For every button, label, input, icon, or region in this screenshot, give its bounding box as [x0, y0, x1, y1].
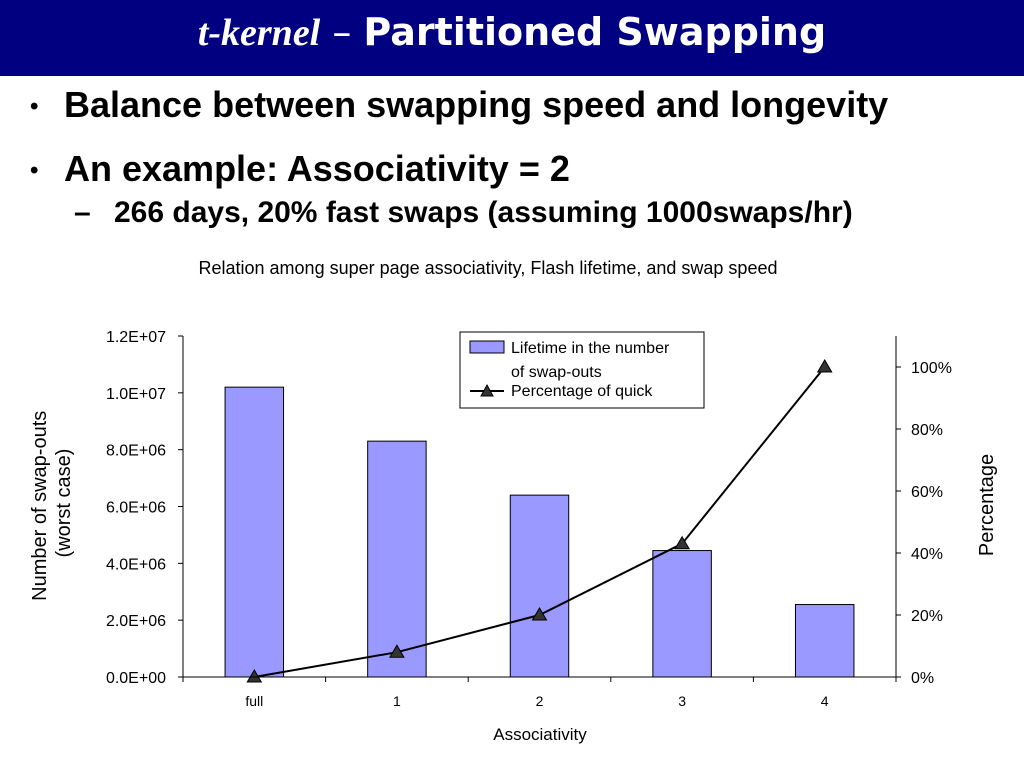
y-axis-label-line1: Number of swap-outs [29, 411, 51, 601]
line-point [531, 607, 548, 621]
y2-tick-label: 20% [911, 608, 943, 625]
x-tick-label: 4 [821, 693, 829, 709]
y2-axis-label: Percentage [976, 454, 998, 556]
x-axis-label: Associativity [493, 725, 587, 744]
title-dash: – [320, 10, 364, 54]
y-axis-label: Number of swap-outs (worst case) [29, 405, 75, 601]
title-italic: t-kernel [197, 12, 321, 54]
x-tick-label: 3 [678, 693, 686, 709]
x-tick-label: 2 [536, 693, 544, 709]
line-point [816, 359, 833, 373]
bullet-text: 266 days, 20% fast swaps (assuming 1000s… [114, 196, 853, 229]
bullet-2: • An example: Associativity = 2 [30, 148, 570, 190]
bar [509, 494, 570, 678]
bullet-mark: • [30, 93, 39, 121]
x-tick-label: full [245, 693, 263, 709]
legend-triangle-marker [480, 383, 494, 397]
y-tick-label: 2.0E+06 [106, 613, 166, 630]
line-series [246, 359, 833, 683]
sub-bullet-1: –266 days, 20% fast swaps (assuming 1000… [74, 196, 853, 230]
dash-mark: – [74, 196, 91, 229]
y2-tick-label: 40% [911, 546, 943, 563]
slide-title: t-kernel – Partitioned Swapping [0, 10, 1024, 55]
bullet-text: An example: Associativity = 2 [64, 148, 570, 189]
y2-tick-label: 0% [911, 670, 934, 687]
y-tick-label: 8.0E+06 [106, 443, 166, 460]
bar-series [224, 386, 855, 678]
x-axis: full 1 2 3 4 [182, 677, 897, 709]
y-axis-label-line2: (worst case) [53, 449, 75, 558]
y-tick-label: 0.0E+00 [106, 670, 166, 687]
legend-bar-label-2: of swap-outs [511, 364, 602, 381]
bar [652, 550, 712, 678]
bullet-mark: • [30, 157, 39, 185]
bullet-text: Balance between swapping speed and longe… [64, 84, 889, 125]
title-rest: Partitioned Swapping [363, 10, 827, 54]
line-point [246, 669, 263, 683]
right-axis: 0% 20% 40% 60% 80% 100% [896, 360, 952, 687]
y2-tick-label: 80% [911, 422, 943, 439]
y-tick-label: 6.0E+06 [106, 500, 166, 517]
bar [224, 386, 285, 678]
line-point [389, 644, 405, 658]
legend: Lifetime in the number of swap-outs Perc… [459, 331, 705, 409]
left-axis: 0.0E+00 2.0E+06 4.0E+06 6.0E+06 8.0E+06 1.0E+… [106, 329, 183, 687]
bar [367, 440, 427, 678]
bullet-1: • Balance between swapping speed and long… [30, 84, 888, 126]
y2-tick-label: 100% [911, 360, 952, 377]
bar [794, 604, 855, 678]
legend-line-label: Percentage of quick [511, 383, 653, 400]
y-tick-label: 1.2E+07 [106, 329, 166, 346]
y-tick-label: 1.0E+07 [106, 386, 166, 403]
title-bar [0, 0, 1024, 76]
line-point [674, 535, 690, 550]
x-tick-label: 1 [393, 693, 401, 709]
chart-title: Relation among super page associativity,… [199, 258, 778, 278]
y2-tick-label: 60% [911, 484, 943, 501]
y-tick-label: 4.0E+06 [106, 556, 166, 573]
legend-bar-label-1: Lifetime in the number [511, 340, 670, 357]
legend-bar-swatch [469, 340, 505, 354]
